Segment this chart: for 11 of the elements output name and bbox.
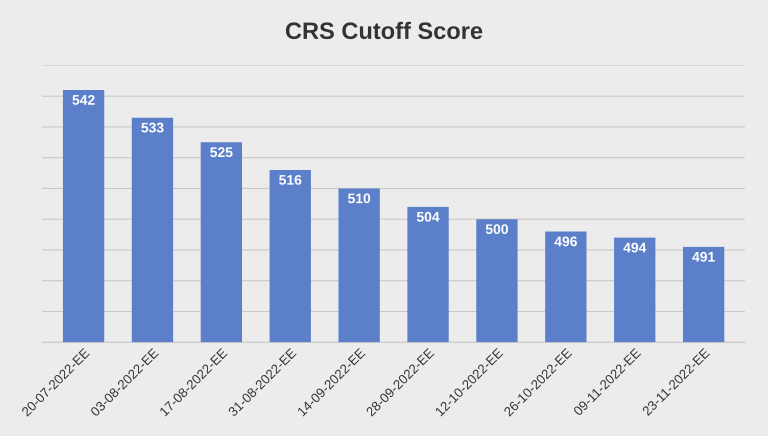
chart-title: CRS Cutoff Score bbox=[286, 22, 482, 40]
data-label: 494 bbox=[623, 242, 646, 252]
data-label: 496 bbox=[554, 236, 577, 246]
data-label: 491 bbox=[692, 252, 715, 262]
data-label: 500 bbox=[486, 224, 508, 234]
data-label: 510 bbox=[348, 193, 370, 204]
data-label: 533 bbox=[141, 122, 164, 133]
data-label: 542 bbox=[72, 94, 95, 105]
data-label: 516 bbox=[279, 174, 302, 185]
data-label: 525 bbox=[210, 147, 233, 158]
data-label: 504 bbox=[416, 212, 440, 222]
